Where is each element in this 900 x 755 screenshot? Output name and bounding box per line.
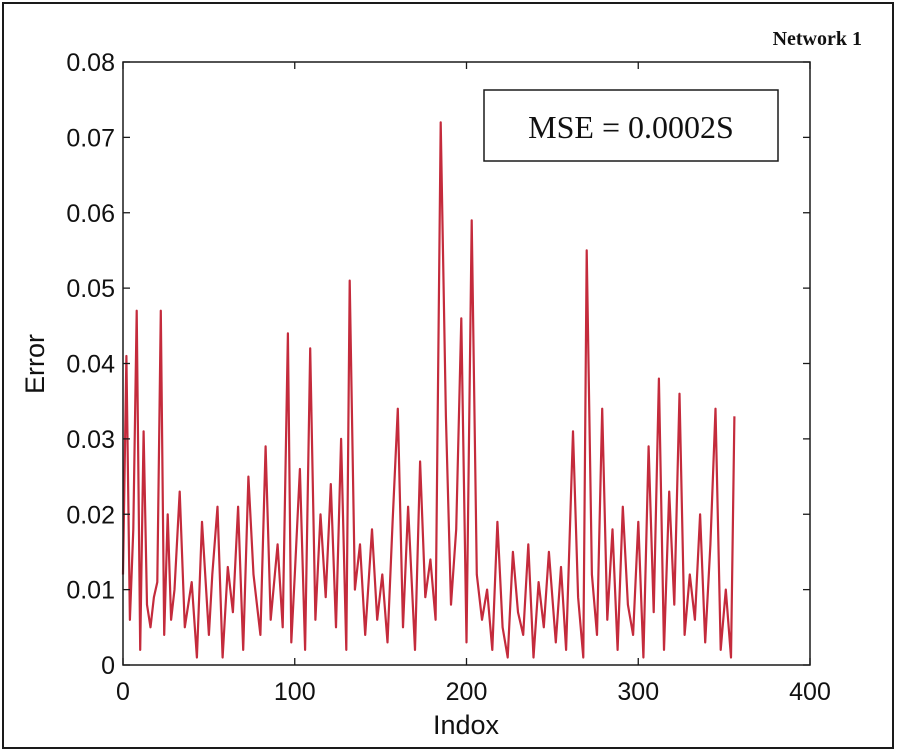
mse-annotation: MSE = 0.0002S <box>483 89 779 162</box>
x-tick-label: 300 <box>617 678 659 706</box>
x-tick-label: 0 <box>116 678 130 706</box>
x-axis-ticks: 0 100 200 300 400 <box>116 62 831 706</box>
y-tick-label: 0.03 <box>66 426 115 454</box>
x-tick-label: 400 <box>789 678 831 706</box>
mse-annotation-text: MSE = 0.0002S <box>528 109 734 145</box>
y-tick-label: 0.04 <box>66 351 115 379</box>
plot-area <box>121 121 736 659</box>
network-label: Network 1 <box>772 28 862 50</box>
y-tick-label: 0.06 <box>66 200 115 228</box>
y-tick-label: 0.07 <box>66 124 115 152</box>
x-tick-label: 200 <box>446 678 488 706</box>
y-tick-label: 0.05 <box>66 275 115 303</box>
y-axis-label: Error <box>20 334 50 394</box>
y-axis-ticks: 0 0.01 0.02 0.03 0.04 0.05 0.06 0.07 0.08 <box>66 49 810 680</box>
y-tick-label: 0.01 <box>66 577 115 605</box>
x-tick-label: 100 <box>274 678 316 706</box>
y-tick-label: 0 <box>101 652 115 680</box>
error-series-line <box>121 121 736 659</box>
mse-annotation-box <box>483 89 779 162</box>
x-axis-label: Indox <box>433 710 500 740</box>
y-tick-label: 0.02 <box>66 501 115 529</box>
y-tick-label: 0.08 <box>66 49 115 77</box>
